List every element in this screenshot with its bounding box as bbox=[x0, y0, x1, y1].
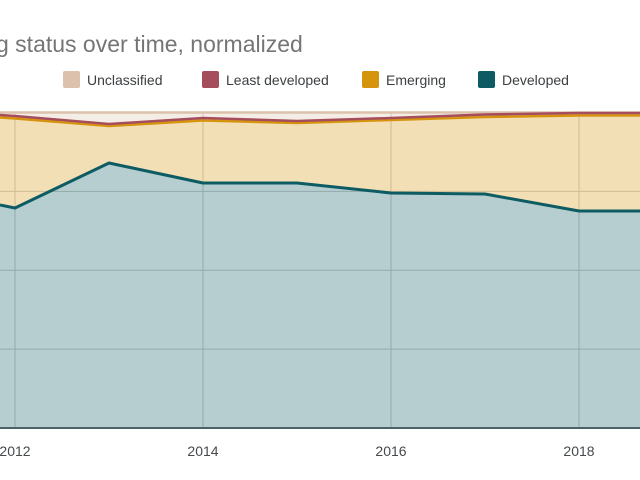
area-emerging bbox=[0, 115, 640, 211]
legend-swatch-icon bbox=[202, 71, 219, 88]
boundary-line-emerging bbox=[0, 114, 640, 128]
legend-item-emerging: Emerging bbox=[362, 71, 446, 88]
x-axis-label-2016: 2016 bbox=[375, 443, 407, 459]
legend-swatch-icon bbox=[362, 71, 379, 88]
legend-item-developed: Developed bbox=[478, 71, 569, 88]
legend-item-label: Unclassified bbox=[87, 71, 163, 88]
x-axis-label-2018: 2018 bbox=[563, 443, 595, 459]
legend-item-label: Emerging bbox=[386, 71, 446, 88]
chart-title: g status over time, normalized bbox=[0, 31, 303, 57]
boundary-line-developed bbox=[0, 161, 640, 213]
legend-item-label: Developed bbox=[502, 71, 569, 88]
x-axis-label-2014: 2014 bbox=[187, 443, 219, 459]
boundary-line-least-developed bbox=[0, 111, 640, 126]
legend-item-least-developed: Least developed bbox=[202, 71, 329, 88]
area-developed bbox=[0, 163, 640, 428]
legend-swatch-icon bbox=[478, 71, 495, 88]
legend-item-label: Least developed bbox=[226, 71, 329, 88]
legend-item-unclassified: Unclassified bbox=[63, 71, 162, 88]
legend-swatch-icon bbox=[63, 71, 80, 88]
area-unclassified bbox=[0, 112, 640, 124]
x-axis-label-2012: 2012 bbox=[0, 443, 31, 459]
